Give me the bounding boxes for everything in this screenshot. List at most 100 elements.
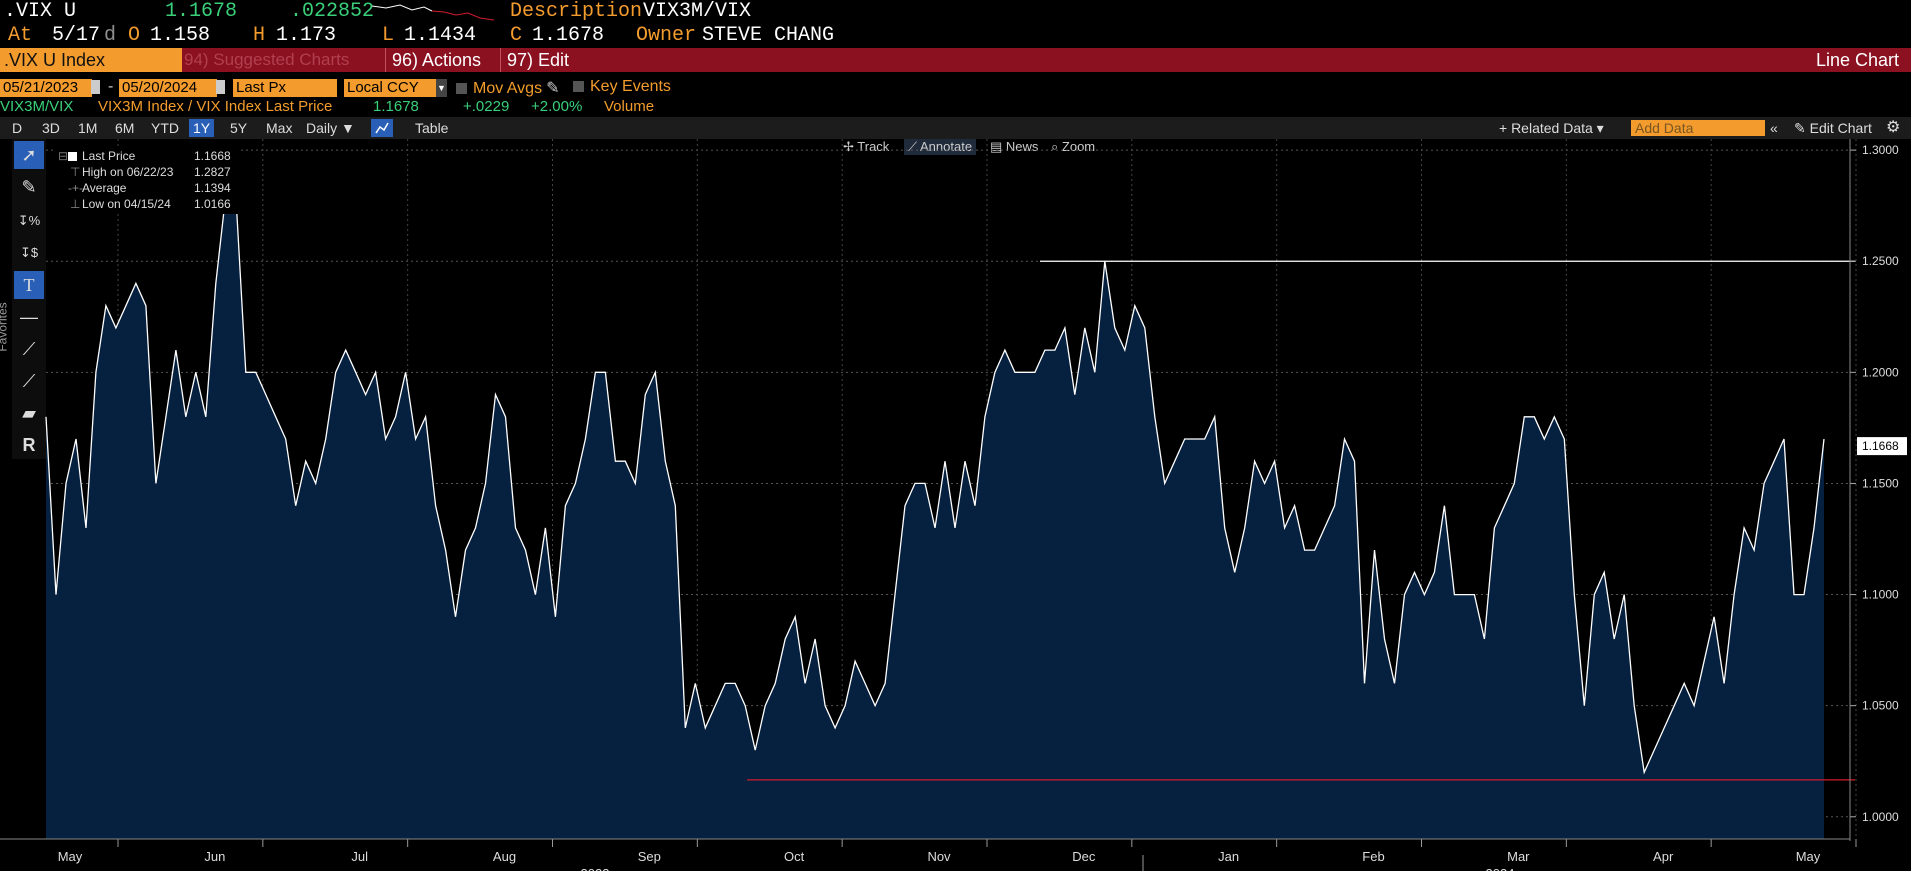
mov-avgs-label: Mov Avgs	[473, 80, 543, 97]
year-label: 2023	[581, 866, 610, 871]
x-tick-label: Sep	[638, 849, 661, 864]
calendar-icon[interactable]	[216, 80, 225, 94]
add-data-input[interactable]: Add Data	[1631, 120, 1765, 136]
x-tick-label: Jun	[204, 849, 225, 864]
x-tick-label: Apr	[1653, 849, 1674, 864]
legend-low-label: Low on 04/15/24	[82, 197, 171, 211]
channel-icon[interactable]: ▰	[22, 403, 36, 423]
open-value: 1.158	[150, 24, 211, 47]
x-tick-label: Dec	[1072, 849, 1096, 864]
average-marker-icon: -+-	[68, 181, 83, 195]
news-button[interactable]: ▤ News	[990, 139, 1039, 154]
y-tick-label: 1.2000	[1862, 365, 1899, 379]
mov-avgs-toggle[interactable]: Mov Avgs ✎	[456, 78, 559, 98]
retracement-icon[interactable]: R	[22, 435, 36, 455]
y-tick-label: 1.1500	[1862, 476, 1899, 490]
field-select[interactable]: Last Px	[233, 79, 337, 97]
pencil-icon[interactable]: ✎	[546, 80, 560, 97]
y-tick-label: 1.1000	[1862, 588, 1899, 602]
pencil-icon: ✎	[1794, 120, 1806, 136]
pen-icon[interactable]: ✎	[21, 177, 37, 197]
start-date-input[interactable]: 05/21/2023	[0, 79, 92, 97]
low-marker-icon: ⊥	[70, 197, 81, 211]
legend-last-label: Last Price	[82, 149, 136, 163]
percent-measure-icon[interactable]: ↧%	[17, 213, 41, 228]
x-tick-label: Jan	[1218, 849, 1239, 864]
price-chart[interactable]: 1.0000 1.0500 1.1000 1.1500 1.2000 1.2500 1.30…	[0, 139, 1911, 871]
cursor-icon[interactable]: ➚	[14, 141, 44, 169]
suggested-charts-button[interactable]: 94) Suggested Charts	[184, 50, 350, 69]
edit-chart-button[interactable]: ✎ Edit Chart	[1790, 119, 1876, 137]
checkbox-icon[interactable]	[456, 83, 467, 95]
period-bar: D 3D 1M 6M YTD 1Y 5Y Max Daily ▼ Table +…	[0, 117, 1911, 139]
x-tick-label: Jul	[351, 849, 368, 864]
frequency-select[interactable]: Daily ▼	[306, 120, 355, 136]
chevron-down-icon[interactable]: ▼	[436, 79, 447, 97]
line-chart-icon[interactable]	[371, 119, 393, 137]
dollar-measure-icon[interactable]: ↧$	[19, 245, 39, 260]
year-label: 2024	[1486, 866, 1515, 871]
y-tick-label: 1.3000	[1862, 143, 1899, 157]
related-data-button[interactable]: + Related Data ▾	[1499, 120, 1604, 136]
period-1m[interactable]: 1M	[78, 120, 98, 136]
period-max[interactable]: Max	[266, 120, 293, 136]
period-3d[interactable]: 3D	[42, 120, 60, 136]
annotate-label: Annotate	[920, 139, 973, 154]
high-marker-icon: ⊤	[70, 165, 81, 179]
table-button[interactable]: Table	[415, 120, 449, 136]
d-label: d	[104, 24, 117, 47]
calendar-icon[interactable]	[91, 80, 100, 94]
edit-button[interactable]: 97) Edit	[500, 48, 569, 72]
horizontal-line-icon[interactable]: —	[20, 307, 38, 327]
text-icon[interactable]: T	[14, 271, 44, 299]
collapse-icon[interactable]: «	[1770, 120, 1778, 136]
annotate-button[interactable]: ⟋ Annotate	[904, 139, 977, 155]
y-tick-label: 1.2500	[1862, 254, 1899, 268]
chart-type-label: Line Chart	[1815, 50, 1899, 70]
series-value: 1.1678	[373, 98, 419, 115]
date-dash: -	[108, 78, 114, 95]
y-tick-label: 1.0000	[1862, 810, 1899, 824]
gear-icon[interactable]: ⚙	[1886, 119, 1901, 136]
function-bar: .VIX U Index 94) Suggested Charts 96) Ac…	[0, 48, 1911, 72]
key-events-label: Key Events	[590, 78, 671, 95]
chart-legend: ⊟ Last Price 1.1668 ⊤ High on 06/22/23 1…	[56, 148, 240, 214]
currency-select[interactable]: Local CCY	[344, 79, 446, 97]
last-price-tag-label: 1.1668	[1862, 439, 1899, 453]
period-d[interactable]: D	[12, 120, 23, 136]
open-label: O	[128, 24, 141, 47]
owner-label: Owner	[636, 24, 697, 47]
series-pct: +2.00%	[531, 98, 583, 115]
sparkline-icon	[372, 4, 495, 21]
net-change: .022852	[290, 0, 375, 23]
high-value: 1.173	[276, 24, 337, 47]
ray-icon[interactable]: ⟋	[22, 371, 36, 391]
y-tick-label: 1.0500	[1862, 699, 1899, 713]
legend-high-value: 1.2827	[194, 165, 231, 179]
description-label: Description	[510, 0, 643, 23]
series-name: VIX3M/VIX	[0, 98, 74, 115]
close-value: 1.1678	[532, 24, 605, 47]
news-label: News	[1005, 139, 1039, 154]
collapse-icon[interactable]: ⊟	[58, 149, 69, 163]
period-ytd[interactable]: YTD	[151, 120, 179, 136]
owner-value: STEVE CHANG	[702, 24, 835, 47]
period-6m[interactable]: 6M	[115, 120, 135, 136]
key-events-toggle[interactable]: Key Events	[573, 78, 671, 96]
x-tick-label: Oct	[784, 849, 805, 864]
checkbox-icon[interactable]	[573, 81, 584, 93]
end-date-input[interactable]: 05/20/2024	[119, 79, 217, 97]
description-value: VIX3M/VIX	[643, 0, 752, 23]
trendline-icon[interactable]: ⟋	[22, 339, 36, 359]
series-change: +.0229	[463, 98, 510, 115]
security-field[interactable]: .VIX U Index	[0, 48, 182, 72]
legend-high-label: High on 06/22/23	[82, 165, 174, 179]
period-1y[interactable]: 1Y	[189, 119, 215, 137]
volume-label[interactable]: Volume	[604, 98, 655, 115]
actions-button[interactable]: 96) Actions	[385, 48, 481, 72]
price-line	[45, 193, 1825, 775]
x-tick-label: Aug	[493, 849, 516, 864]
legend-avg-label: Average	[82, 181, 127, 195]
legend-avg-value: 1.1394	[194, 181, 231, 195]
period-5y[interactable]: 5Y	[230, 120, 248, 136]
